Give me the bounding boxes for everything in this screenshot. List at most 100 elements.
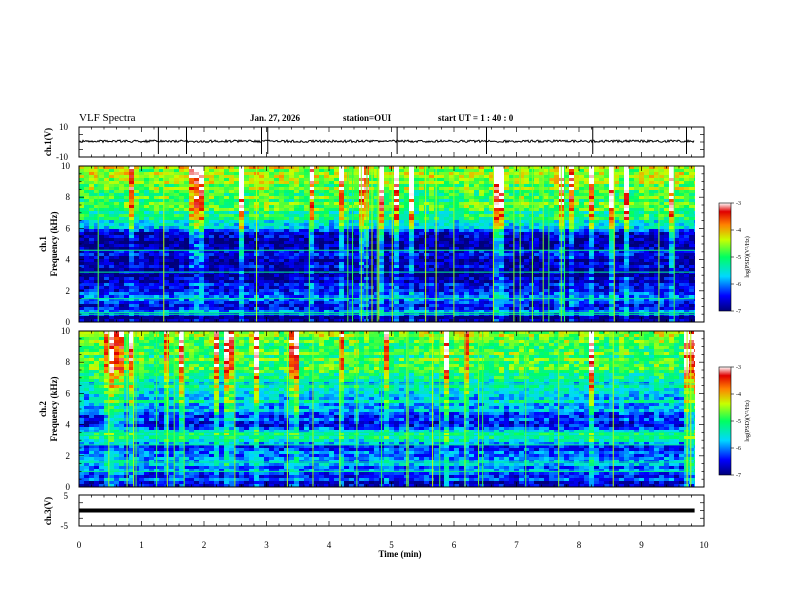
- spectrogram-cell: [209, 229, 215, 233]
- spectrogram-cell: [324, 181, 330, 185]
- spectrogram-cell: [409, 220, 415, 224]
- spectrogram-cell: [679, 247, 685, 251]
- spectrogram-cell: [489, 244, 495, 248]
- spectrogram-cell: [264, 175, 270, 179]
- spectrogram-cell: [424, 265, 430, 269]
- spectrogram-cell: [294, 238, 300, 242]
- spectrogram-cell: [114, 184, 120, 188]
- spectrogram-cell: [569, 232, 575, 236]
- spectrogram-cell: [639, 268, 645, 272]
- spectrogram-cell: [129, 214, 135, 218]
- spectrogram-cell: [309, 235, 315, 239]
- spectrogram-cell: [349, 181, 355, 185]
- spectrogram-cell: [239, 235, 245, 239]
- spectrogram-cell: [274, 169, 280, 173]
- spectrogram-cell: [654, 232, 660, 236]
- spectrogram-cell: [174, 274, 180, 278]
- spectrogram-cell: [594, 205, 600, 209]
- spectrogram-cell: [479, 241, 485, 245]
- spectrogram-cell: [509, 202, 515, 206]
- spectrogram-cell: [99, 232, 105, 236]
- spectrogram-cell: [569, 169, 575, 173]
- spectrogram-cell: [234, 229, 240, 233]
- spectrogram-cell: [164, 271, 170, 275]
- spectrogram-cell: [104, 283, 110, 287]
- spectrogram-cell: [499, 274, 505, 278]
- spectrogram-cell: [339, 238, 345, 242]
- spectrogram-cell: [299, 214, 305, 218]
- spectrogram-cell: [429, 175, 435, 179]
- spectrogram-cell: [594, 241, 600, 245]
- spectrogram-cell: [674, 241, 680, 245]
- spectrogram-cell: [464, 208, 470, 212]
- spectrogram-cell: [604, 244, 610, 248]
- spectrogram-cell: [174, 196, 180, 200]
- spectrogram-cell: [554, 178, 560, 182]
- spectrogram-cell: [389, 217, 395, 221]
- spectrogram-cell: [189, 241, 195, 245]
- spectrogram-cell: [544, 271, 550, 275]
- spectrogram-cell: [539, 220, 545, 224]
- spectrogram-cell: [404, 280, 410, 284]
- spectrogram-cell: [199, 190, 205, 194]
- spectrogram-cell: [139, 247, 145, 251]
- spectrogram-cell: [259, 277, 265, 281]
- spectrogram-cell: [384, 205, 390, 209]
- spectrogram-cell: [179, 280, 185, 284]
- spectrogram-cell: [104, 226, 110, 230]
- spectrogram-cell: [169, 241, 175, 245]
- spectrogram-cell: [269, 223, 275, 227]
- spectrogram-cell: [379, 253, 385, 257]
- spectrogram-cell: [354, 220, 360, 224]
- spectrogram-cell: [569, 196, 575, 200]
- spectrogram-cell: [474, 232, 480, 236]
- spectrogram-cell: [324, 193, 330, 197]
- spectrogram-cell: [529, 226, 535, 230]
- spectrogram-cell: [319, 211, 325, 215]
- spectrogram-cell: [659, 247, 665, 251]
- spectrogram-cell: [349, 220, 355, 224]
- spectrogram-cell: [379, 262, 385, 266]
- spectrogram-cell: [654, 220, 660, 224]
- spectrogram-cell: [409, 193, 415, 197]
- spectrogram-cell: [674, 253, 680, 257]
- spectrogram-cell: [234, 187, 240, 191]
- spectrogram-cell: [399, 181, 405, 185]
- spectrogram-cell: [439, 229, 445, 233]
- spectrogram-cell: [104, 220, 110, 224]
- spectrogram-cell: [434, 181, 440, 185]
- spectrogram-cell: [644, 166, 650, 170]
- spectrogram-cell: [354, 250, 360, 254]
- spectrogram-cell: [119, 259, 125, 263]
- spectrogram-cell: [229, 262, 235, 266]
- spectrogram-cell: [549, 244, 555, 248]
- spectrogram-cell: [404, 169, 410, 173]
- spectrogram-cell: [264, 229, 270, 233]
- spectrogram-cell: [674, 181, 680, 185]
- spectrogram-cell: [634, 166, 640, 170]
- spectrogram-cell: [634, 217, 640, 221]
- spectrogram-cell: [109, 181, 115, 185]
- spectrogram-cell: [399, 172, 405, 176]
- spectrogram-cell: [599, 247, 605, 251]
- spectrogram-cell: [649, 187, 655, 191]
- spectrogram-cell: [299, 274, 305, 278]
- spectrogram-cell: [299, 253, 305, 257]
- spectrogram-cell: [229, 244, 235, 248]
- spectrogram-cell: [449, 196, 455, 200]
- spectrogram-cell: [454, 175, 460, 179]
- spectrogram-cell: [564, 181, 570, 185]
- spectrogram-cell: [499, 247, 505, 251]
- spectrogram-cell: [684, 277, 690, 281]
- spectrogram-cell: [314, 169, 320, 173]
- spectrogram-cell: [414, 277, 420, 281]
- spectrogram-cell: [504, 238, 510, 242]
- spectrogram-cell: [199, 214, 205, 218]
- spectrogram-cell: [529, 217, 535, 221]
- spectrogram-cell: [324, 271, 330, 275]
- spectrogram-cell: [409, 226, 415, 230]
- spectrogram-cell: [624, 262, 630, 266]
- spectrogram-cell: [379, 220, 385, 224]
- spectrogram-cell: [689, 241, 695, 245]
- spectrogram-cell: [684, 181, 690, 185]
